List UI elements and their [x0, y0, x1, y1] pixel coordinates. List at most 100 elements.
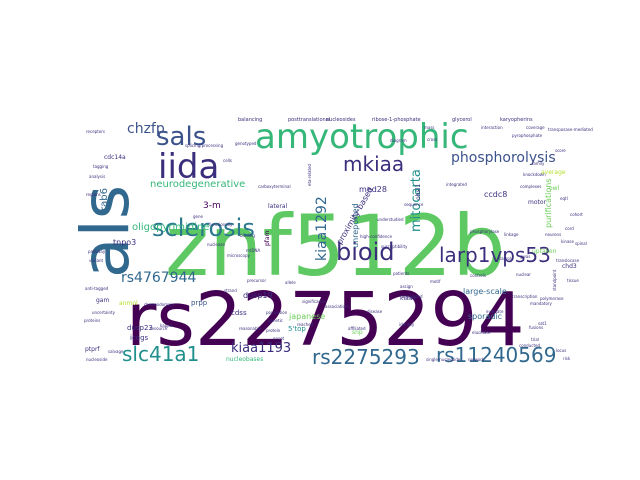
- cloud-word: chd3: [562, 263, 577, 270]
- cloud-word: cdc14a: [104, 154, 126, 161]
- cloud-word: chromodomain: [144, 302, 175, 307]
- cloud-word: reasonable: [239, 326, 262, 331]
- cloud-word: controls: [470, 273, 486, 278]
- cloud-word: tnpo3: [113, 238, 136, 247]
- cloud-word: karyopherins: [500, 117, 533, 123]
- cloud-word: mass: [424, 125, 435, 130]
- cloud-word: larp1vps53: [439, 243, 551, 267]
- cloud-word: genetic: [268, 318, 283, 323]
- cloud-word: gam: [96, 297, 109, 304]
- cloud-word: interaction: [481, 125, 503, 130]
- cloud-word: motif: [430, 279, 441, 284]
- cloud-word: annotated: [402, 294, 423, 299]
- cloud-word: sequence: [404, 202, 424, 207]
- cloud-word: ribose-1-phosphate: [372, 117, 421, 123]
- cloud-word: balancing: [238, 117, 262, 123]
- cloud-background: [80, 119, 578, 365]
- cloud-word: motor: [528, 199, 547, 206]
- cloud-word: uptaken: [532, 248, 557, 255]
- cloud-word: pathway: [88, 249, 106, 254]
- cloud-word: receptors: [86, 129, 105, 134]
- cloud-word: nucleoside: [86, 357, 108, 362]
- cloud-word: purifications: [544, 179, 553, 229]
- cloud-word: unreported: [351, 203, 360, 248]
- cloud-word: rab6: [99, 188, 110, 211]
- cloud-word: uncertainty: [92, 310, 116, 315]
- cloud-word: obsl1: [415, 184, 422, 200]
- cloud-word: patients: [393, 271, 409, 276]
- cloud-word: cord: [565, 226, 574, 231]
- cloud-word: diagram: [390, 138, 407, 143]
- cloud-word: salvage: [108, 349, 124, 354]
- cloud-word: glycerol: [452, 117, 472, 123]
- cloud-word: cdss: [231, 309, 247, 317]
- cloud-word: mitocarta: [409, 169, 424, 232]
- cloud-word: slc41a1: [122, 342, 199, 366]
- cloud-word: sals: [156, 122, 206, 152]
- cloud-word: rs11240569: [436, 343, 556, 367]
- cloud-word: nuclear: [516, 272, 531, 277]
- cloud-word: gene: [193, 214, 204, 219]
- cloud-word: complexes: [520, 184, 541, 189]
- cloud-word: spinal: [575, 241, 587, 246]
- cloud-word: rs2275294: [126, 277, 525, 363]
- cloud-word: identity: [399, 322, 415, 327]
- cloud-word: allele: [285, 280, 296, 285]
- cloud-word: anti-tagged: [85, 286, 109, 291]
- cloud-word: variant: [89, 258, 104, 263]
- cloud-word: population: [266, 310, 288, 315]
- cloud-word: kiaa1292: [314, 196, 330, 261]
- cloud-word: proteins: [84, 318, 100, 323]
- cloud-word: lateral: [268, 203, 288, 210]
- cloud-word: precursor: [247, 278, 266, 283]
- cloud-word: disease: [367, 309, 383, 314]
- cloud-word: network: [468, 357, 485, 362]
- cloud-word: 3-m: [203, 201, 221, 211]
- cloud-word: 5'top: [288, 325, 306, 333]
- cloud-word: locus: [556, 348, 566, 353]
- cloud-word: onset: [273, 336, 285, 341]
- cloud-word: phosphorolysis: [451, 150, 556, 166]
- cloud-word: sample: [499, 256, 514, 261]
- cloud-word: strand: [224, 288, 237, 293]
- cloud-word: microscopy: [227, 253, 250, 258]
- cloud-word: amyotrophic: [255, 117, 469, 157]
- cloud-word: snp: [352, 329, 363, 336]
- cloud-word: cohort: [570, 212, 583, 217]
- cloud-word: polymerase: [540, 296, 564, 301]
- cloud-word: regions: [86, 192, 101, 197]
- cloud-word: tissue: [567, 278, 579, 283]
- cloud-word: family: [532, 161, 545, 166]
- cloud-word: transposase-mediated: [548, 127, 593, 132]
- cloud-word: nuclease: [207, 242, 225, 247]
- cloud-word: dusp23: [127, 324, 153, 332]
- cloud-word: risk: [563, 356, 571, 361]
- cloud-word: linkage: [504, 232, 519, 237]
- cloud-word: cells: [223, 158, 232, 163]
- cloud-word: splicing/processing: [185, 143, 224, 148]
- cloud-word: bioid: [336, 238, 395, 266]
- cloud-word: nucleosides: [326, 117, 356, 123]
- cloud-word: knockdown: [523, 172, 546, 177]
- cloud-word: nucleobases: [226, 356, 263, 363]
- cloud-word: sclerosis: [152, 214, 255, 242]
- cloud-word: high-confidence: [360, 234, 393, 239]
- cloud-word: oligopyrimidine: [132, 222, 209, 233]
- cloud-word: anmol: [119, 300, 138, 307]
- cloud-word: prpp: [191, 299, 208, 307]
- cloud-word: carboxyterminal: [258, 184, 291, 189]
- cloud-word: evaluate: [486, 309, 504, 314]
- cloud-word: resource: [150, 326, 168, 331]
- cloud-word: icogs: [130, 334, 149, 342]
- cloud-word: average: [541, 169, 566, 176]
- cloud-word: med28: [359, 185, 387, 194]
- cloud-word: kappa: [160, 323, 173, 328]
- cloud-word: protein: [266, 328, 281, 333]
- cloud-word: ptprf: [85, 346, 100, 353]
- cloud-word: pfam: [264, 230, 271, 246]
- cloud-word: elucidate: [472, 330, 491, 335]
- cloud-word: integrated: [446, 182, 467, 187]
- cloud-word: susceptibility: [381, 244, 408, 249]
- cloud-word: kiaa1193: [231, 341, 291, 356]
